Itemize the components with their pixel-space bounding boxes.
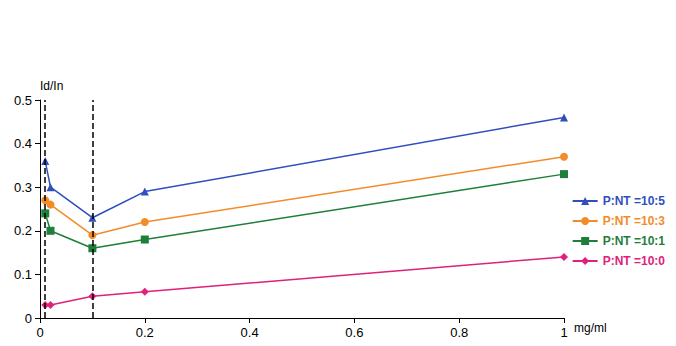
- svg-text:0.5: 0.5: [14, 93, 32, 108]
- svg-text:mg/ml: mg/ml: [574, 321, 607, 335]
- svg-text:0.3: 0.3: [14, 180, 32, 195]
- svg-text:1: 1: [560, 325, 567, 340]
- svg-text:P:NT =10:0: P:NT =10:0: [603, 254, 666, 268]
- svg-text:0.4: 0.4: [241, 325, 259, 340]
- svg-text:P:NT =10:3: P:NT =10:3: [603, 214, 666, 228]
- svg-text:0.8: 0.8: [450, 325, 468, 340]
- svg-text:0.2: 0.2: [136, 325, 154, 340]
- svg-text:P:NT =10:5: P:NT =10:5: [603, 194, 666, 208]
- svg-text:0: 0: [25, 311, 32, 326]
- svg-text:0.1: 0.1: [14, 267, 32, 282]
- svg-text:P:NT =10:1: P:NT =10:1: [603, 234, 666, 248]
- svg-text:0: 0: [36, 325, 43, 340]
- svg-text:0.2: 0.2: [14, 223, 32, 238]
- svg-text:Id/In: Id/In: [40, 79, 63, 93]
- svg-text:0.4: 0.4: [14, 136, 32, 151]
- svg-text:0.6: 0.6: [345, 325, 363, 340]
